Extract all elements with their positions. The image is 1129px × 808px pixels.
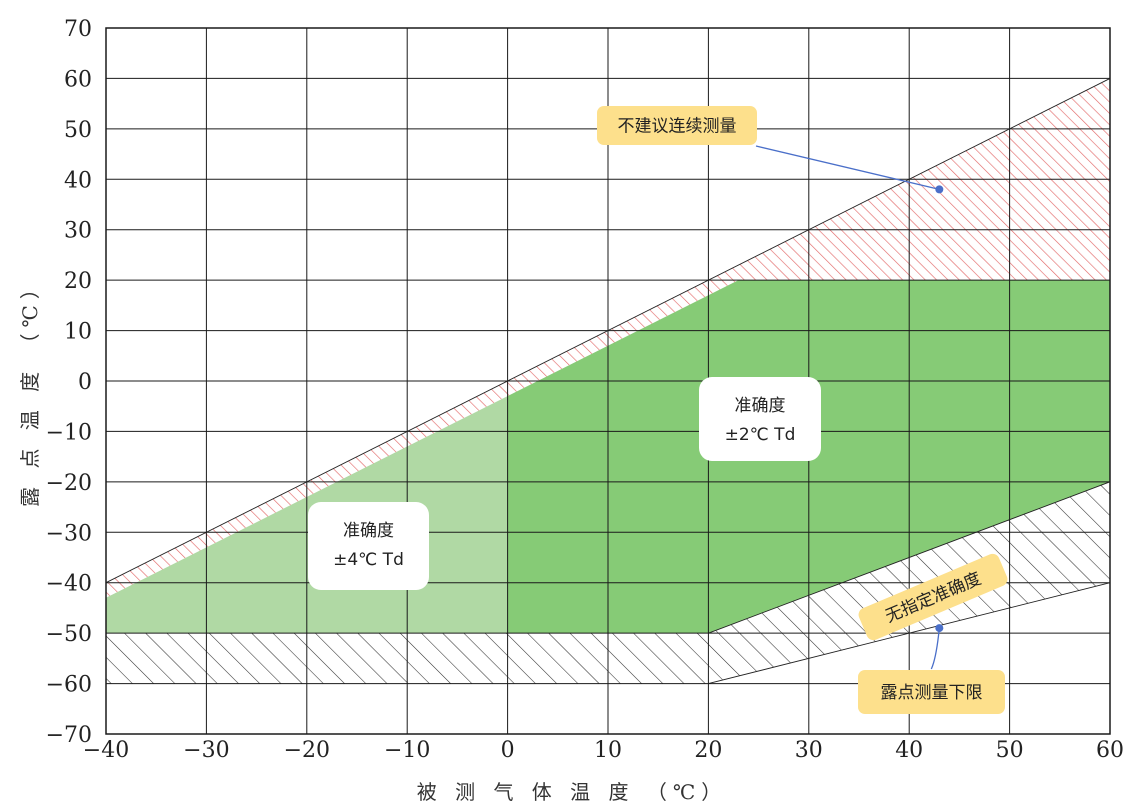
x-tick-label: 50: [996, 738, 1024, 763]
callout-box-no-specified-accuracy: [858, 553, 1008, 641]
y-tick-label: −60: [46, 673, 92, 698]
pointer-dot-dewpoint-lower-limit: [935, 624, 944, 633]
annotation-box-accuracy-2c: [699, 377, 821, 461]
annotation-text-accuracy-2c: ±2℃ Td: [725, 425, 796, 445]
boundary-accuracy-lower-line: [708, 481, 1111, 634]
tick-layer: −40 −30 −20 −10 0 10 20 30 40 50 60 70 60 50 40 30 20 10 0…: [46, 17, 1124, 763]
y-tick-label: 10: [64, 320, 92, 345]
x-tick-label: −20: [284, 738, 330, 763]
y-tick-label: 0: [78, 370, 92, 395]
x-tick-label: 20: [694, 738, 722, 763]
x-tick-label: −10: [384, 738, 430, 763]
y-tick-label: −10: [46, 420, 92, 445]
annotation-text-accuracy-4c: 准确度: [343, 521, 394, 541]
pointer-line-not-recommended: [755, 145, 940, 191]
callout-box-dewpoint-lower-limit: [858, 670, 1005, 714]
annotation-text-accuracy-4c: ±4℃ Td: [333, 550, 404, 570]
callout-text-dewpoint-lower-limit: 露点测量下限: [881, 683, 983, 703]
y-tick-label: 20: [64, 269, 92, 294]
pointer-dot-not-recommended: [935, 185, 944, 194]
y-tick-label: −20: [46, 471, 92, 496]
callout-text-not-recommended: 不建议连续测量: [618, 117, 737, 137]
x-tick-label: 30: [795, 738, 823, 763]
y-tick-label: −40: [46, 572, 92, 597]
annotation-text-accuracy-2c: 准确度: [735, 396, 786, 416]
x-tick-label: 10: [594, 738, 622, 763]
x-tick-label: 0: [501, 738, 515, 763]
x-tick-label: −30: [183, 738, 229, 763]
y-tick-label: 40: [64, 168, 92, 193]
y-tick-label: 30: [64, 219, 92, 244]
x-axis-title: 被 测 气 体 温 度 （℃）: [417, 780, 728, 804]
callout-dewpoint-lower-limit: 露点测量下限: [858, 670, 1005, 714]
y-tick-label: −50: [46, 622, 92, 647]
x-tick-label: 40: [895, 738, 923, 763]
callout-not-recommended: 不建议连续测量: [597, 106, 757, 145]
x-tick-label: −40: [83, 738, 129, 763]
pointer-line-dewpoint-lower-limit: [930, 628, 940, 670]
y-tick-label: 50: [64, 118, 92, 143]
plot-frame: [105, 27, 1111, 735]
annotation-box-accuracy-4c: [308, 502, 429, 590]
y-tick-label: 70: [64, 17, 92, 42]
y-axis-title: 露 点 温 度 （℃）: [18, 273, 42, 507]
x-tick-label: 60: [1096, 738, 1124, 763]
y-tick-label: −30: [46, 521, 92, 546]
boundary-upper-limit-line: [105, 78, 1111, 584]
callout-box-not-recommended: [597, 106, 757, 145]
y-tick-label: 60: [64, 67, 92, 92]
boundary-measure-limit-line: [708, 582, 1111, 685]
y-tick-label: −70: [46, 723, 92, 748]
